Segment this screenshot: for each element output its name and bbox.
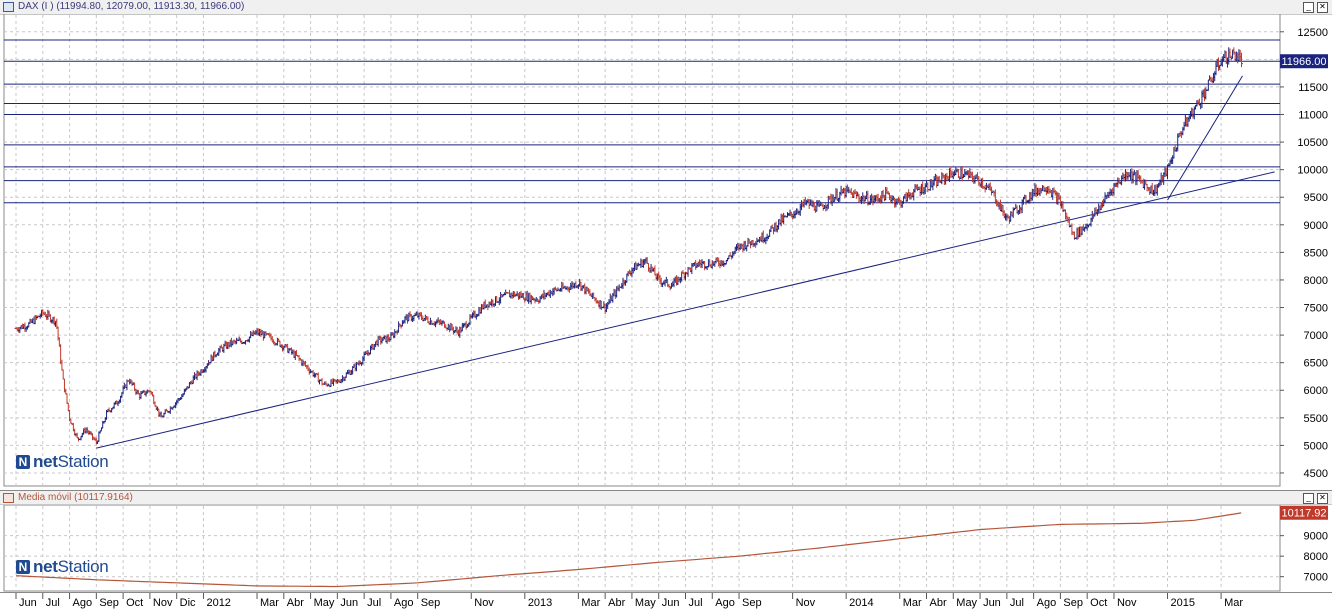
indicator-y-tick-label: 9000 <box>1304 531 1328 543</box>
price-chart: 4500 5000 5500 6000 6500 7000 7500 8000 8500 9000… <box>3 14 1328 487</box>
main-chart-title: DAX (I ) (11994.80, 12079.00, 11913.30, … <box>18 1 245 12</box>
x-tick-label: Jun <box>983 597 1001 609</box>
x-tick-label: Jul <box>46 597 60 609</box>
y-tick-label: 6500 <box>1304 358 1328 370</box>
x-tick-label: Ago <box>1037 597 1057 609</box>
x-tick-label: 2015 <box>1171 597 1195 609</box>
indicator-y-tick-label: 7000 <box>1304 572 1328 584</box>
x-tick-label: Jun <box>662 597 680 609</box>
x-tick-label: Nov <box>796 597 816 609</box>
x-tick-label: May <box>314 597 335 609</box>
last-price-tag <box>1280 54 1328 69</box>
y-tick-label: 5000 <box>1304 440 1328 452</box>
logo-text-indicator: netStation <box>33 557 109 576</box>
y-tick-label: 10500 <box>1297 137 1328 149</box>
window-icon <box>3 2 14 12</box>
x-tick-label: Oct <box>126 597 143 609</box>
x-tick-label: Jul <box>688 597 702 609</box>
indicator-titlebar: Media móvil (10117.9164) _ ✕ <box>0 491 1332 505</box>
x-tick-label: Jun <box>19 597 37 609</box>
moving-average-chart: 7000 8000 9000 10117.92 <box>3 505 1328 592</box>
x-tick-label: Oct <box>1090 597 1107 609</box>
time-axis: Jun Jul Ago Sep Oct Nov Dic 2012 Mar Abr May Jun Jul… <box>0 592 1332 611</box>
y-tick-label: 10000 <box>1297 165 1328 177</box>
logo-text: netStation <box>33 452 109 471</box>
ma-value-tag <box>1280 505 1328 520</box>
trend-line <box>1167 75 1243 201</box>
y-tick-label: 9000 <box>1304 220 1328 232</box>
x-tick-label: May <box>956 597 977 609</box>
x-tick-label: Ago <box>715 597 735 609</box>
x-tick-label: Nov <box>1117 597 1137 609</box>
time-axis-labels: Jun Jul Ago Sep Oct Nov Dic 2012 Mar Abr May Jun Jul… <box>15 593 1243 609</box>
x-tick-label: Abr <box>287 597 304 609</box>
x-tick-label: Mar <box>903 597 922 609</box>
x-tick-label: Nov <box>474 597 494 609</box>
x-tick-label: Ago <box>394 597 414 609</box>
y-tick-label: 5500 <box>1304 413 1328 425</box>
netstation-logo-indicator: N netStation <box>16 557 109 577</box>
y-tick-label: 11500 <box>1298 82 1328 94</box>
indicator-title: Media móvil (10117.9164) <box>18 492 133 503</box>
last-price-label: 11966.00 <box>1281 56 1326 68</box>
trend-line <box>96 171 1275 449</box>
indicator-panel: Media móvil (10117.9164) _ ✕ 7000 8000 900… <box>0 490 1332 593</box>
indicator-close-button[interactable]: ✕ <box>1317 493 1328 504</box>
logo-mark: N <box>16 455 30 469</box>
y-tick-label: 6000 <box>1304 385 1328 397</box>
x-tick-label: Sep <box>421 597 441 609</box>
x-tick-label: Mar <box>1224 597 1243 609</box>
y-tick-label: 8500 <box>1304 247 1328 259</box>
y-tick-label: 4500 <box>1304 468 1328 480</box>
x-tick-label: Abr <box>930 597 947 609</box>
x-tick-label: Abr <box>608 597 625 609</box>
close-button[interactable]: ✕ <box>1317 2 1328 13</box>
x-tick-label: Sep <box>742 597 762 609</box>
ma-value-label: 10117.92 <box>1281 508 1326 520</box>
x-tick-label: 2013 <box>528 597 552 609</box>
x-tick-label: May <box>635 597 656 609</box>
indicator-window-icon <box>3 493 14 503</box>
plot-area <box>3 14 1281 487</box>
main-titlebar: DAX (I ) (11994.80, 12079.00, 11913.30, … <box>0 0 1332 15</box>
x-tick-label: Mar <box>581 597 600 609</box>
indicator-minimize-button[interactable]: _ <box>1303 493 1314 504</box>
x-tick-label: Sep <box>99 597 119 609</box>
x-tick-label: Jul <box>367 597 381 609</box>
moving-average-line <box>15 512 1242 588</box>
indicator-y-tick-label: 8000 <box>1304 551 1328 563</box>
y-tick-label: 11000 <box>1298 110 1328 122</box>
y-tick-label: 7500 <box>1304 303 1328 315</box>
netstation-logo: N netStation <box>16 452 109 472</box>
y-tick-label: 12500 <box>1297 27 1328 39</box>
x-tick-label: Ago <box>73 597 93 609</box>
y-tick-label: 7000 <box>1304 330 1328 342</box>
x-tick-label: 2012 <box>206 597 230 609</box>
y-tick-label: 9500 <box>1304 192 1328 204</box>
x-tick-label: Sep <box>1063 597 1083 609</box>
x-tick-label: Jun <box>340 597 358 609</box>
x-tick-label: Jul <box>1010 597 1024 609</box>
x-tick-label: 2014 <box>849 597 873 609</box>
logo-mark-indicator: N <box>16 560 30 574</box>
minimize-button[interactable]: _ <box>1303 2 1314 13</box>
x-tick-label: Dic <box>180 597 196 609</box>
x-tick-label: Mar <box>260 597 279 609</box>
y-tick-label: 8000 <box>1304 275 1328 287</box>
indicator-plot-area <box>3 505 1281 592</box>
main-chart-panel: DAX (I ) (11994.80, 12079.00, 11913.30, … <box>0 0 1332 487</box>
x-tick-label: Nov <box>153 597 173 609</box>
